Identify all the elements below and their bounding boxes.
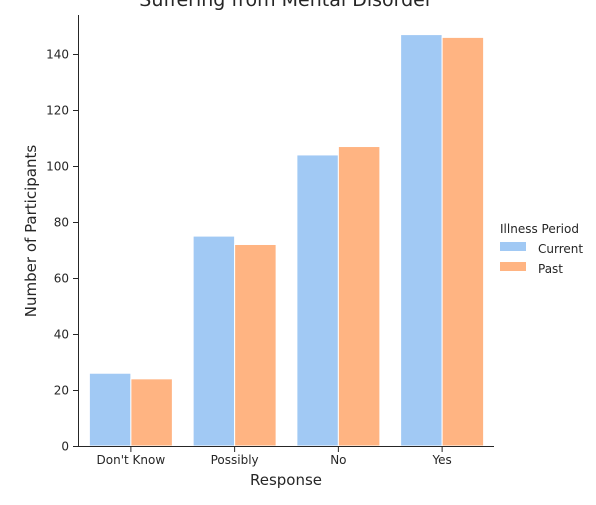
y-tick-label: 140 <box>46 48 69 62</box>
bar-possibly-current <box>192 235 236 447</box>
chart-title: Suffering from Mental Disorder <box>139 0 433 11</box>
bar-don-t-know-current <box>88 372 132 447</box>
y-tick-label: 40 <box>54 328 69 342</box>
bars-layer <box>88 34 485 447</box>
y-tick-label: 100 <box>46 160 69 174</box>
legend-label: Past <box>538 262 563 276</box>
bar-possibly-past <box>234 243 277 447</box>
x-tick-label: Don't Know <box>97 453 166 467</box>
y-tick-label: 120 <box>46 104 69 118</box>
bar-no-past <box>337 146 381 447</box>
x-tick-label: No <box>330 453 346 467</box>
legend-label: Current <box>538 242 583 256</box>
legend-swatch <box>500 242 526 251</box>
legend: Illness Period Current Past <box>500 222 583 276</box>
legend-title: Illness Period <box>500 222 579 236</box>
y-tick-label: 20 <box>54 384 69 398</box>
x-tick-label: Yes <box>431 453 451 467</box>
x-tick-label: Possibly <box>211 453 259 467</box>
x-ticks: Don't Know Possibly No Yes <box>97 447 452 467</box>
x-axis-title: Response <box>250 471 322 489</box>
y-axis-title: Number of Participants <box>22 145 40 318</box>
bar-yes-current <box>400 34 443 447</box>
bar-yes-past <box>441 36 485 447</box>
y-tick-label: 0 <box>61 440 69 454</box>
y-tick-label: 60 <box>54 272 69 286</box>
bar-no-current <box>296 154 339 447</box>
y-tick-label: 80 <box>54 216 69 230</box>
legend-swatch <box>500 262 526 271</box>
y-ticks: 0 20 40 60 80 100 120 140 <box>46 48 78 454</box>
bar-don-t-know-past <box>130 378 173 447</box>
